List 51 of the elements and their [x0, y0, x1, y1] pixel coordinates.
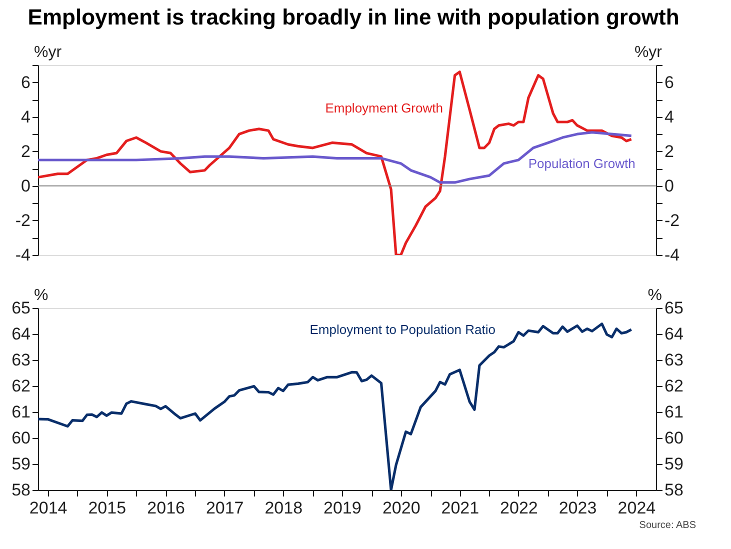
y2-tick-label: 4 [664, 107, 674, 126]
x-tick-label: 2018 [264, 498, 303, 518]
y2-tick-label: 60 [664, 428, 684, 448]
y-tick-label: 6 [21, 72, 30, 92]
y2-axis-title: % [648, 287, 662, 304]
y-tick-label: 62 [12, 376, 30, 396]
line-series [38, 131, 633, 184]
y2-tick-label: 61 [664, 402, 684, 422]
y2-tick-label: 58 [664, 480, 684, 500]
source-note: Source: ABS [639, 520, 696, 531]
y-tick-label: 65 [12, 298, 30, 318]
y-tick-label: 63 [12, 350, 30, 370]
x-tick-label: 2022 [500, 498, 538, 518]
y-tick-label: 61 [12, 402, 30, 422]
y2-tick-label: 6 [664, 72, 674, 92]
x-tick-label: 2023 [558, 498, 597, 518]
x-tick-label: 2021 [441, 498, 480, 518]
x-tick-label: 2017 [206, 498, 244, 518]
line-series [38, 322, 633, 490]
y2-tick-label: 62 [664, 376, 684, 396]
x-tick-label: 2015 [88, 498, 126, 518]
y-tick-label: -2 [15, 210, 30, 230]
y-tick-label: 59 [12, 454, 30, 474]
y2-tick-label: 65 [664, 298, 684, 318]
x-tick-label: 2014 [29, 498, 68, 518]
y2-axis-title: %yr [634, 44, 663, 61]
y2-tick-label: -2 [664, 210, 680, 230]
y-tick-label: 58 [12, 480, 30, 500]
y-tick-label: 0 [21, 176, 30, 196]
series-label: Employment Growth [325, 100, 443, 116]
y-axis-title: %yr [34, 44, 62, 61]
y-axis-title: % [34, 287, 48, 304]
x-tick-label: 2019 [324, 498, 362, 518]
line-series [38, 70, 633, 255]
x-tick-label: 2020 [382, 498, 420, 518]
y2-tick-label: 0 [664, 176, 674, 196]
y-tick-label: 2 [21, 142, 30, 161]
y-tick-label: -4 [15, 246, 30, 264]
y2-tick-label: 63 [664, 350, 684, 370]
y-tick-label: 4 [21, 107, 30, 126]
y2-tick-label: 64 [664, 324, 684, 344]
x-tick-label: 2024 [618, 498, 656, 518]
y2-tick-label: 2 [664, 142, 674, 161]
series-label: Employment to Population Ratio [310, 322, 496, 337]
y-tick-label: 60 [12, 428, 30, 448]
chart-title: Employment is tracking broadly in line with population growth [28, 4, 680, 30]
series-label: Population Growth [528, 156, 636, 171]
y2-tick-label: -4 [664, 246, 680, 264]
x-tick-label: 2016 [147, 498, 185, 518]
y2-tick-label: 59 [664, 454, 684, 474]
y-tick-label: 64 [12, 324, 30, 344]
